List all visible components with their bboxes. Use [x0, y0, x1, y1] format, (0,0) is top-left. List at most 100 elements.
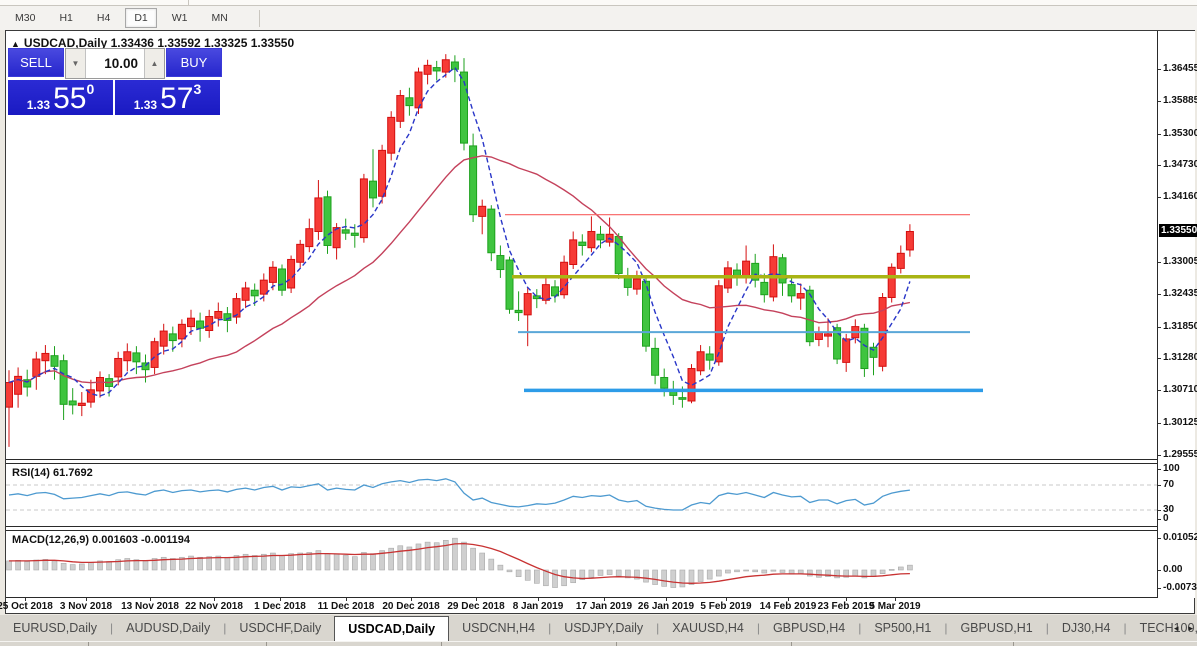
date-tick — [604, 598, 605, 601]
tab-usdjpy-daily[interactable]: USDJPY,Daily — [564, 621, 644, 635]
tab-tech100-h1[interactable]: TECH100,H1 — [1139, 621, 1197, 635]
macd-bar — [406, 546, 413, 571]
macd-bar — [433, 542, 440, 571]
macd-bar — [524, 569, 531, 581]
volume-decrease-icon[interactable]: ▼ — [66, 49, 86, 78]
rsi-label: RSI(14) 61.7692 — [12, 467, 93, 479]
macd-bar — [470, 547, 476, 571]
tab-sp500-h1[interactable]: SP500,H1 — [874, 621, 932, 635]
price-tick-label: 1.29555 — [1157, 449, 1197, 460]
volume-increase-icon[interactable]: ▲ — [144, 49, 164, 78]
tab-usdcad-daily[interactable]: USDCAD,Daily — [334, 616, 450, 641]
date-label: 20 Dec 2018 — [382, 601, 440, 612]
date-tick — [86, 598, 87, 601]
indicator-tick-label: -0.0073 — [1158, 582, 1197, 593]
current-price-tag: 1.33550 — [1159, 224, 1197, 238]
macd-bar — [151, 558, 158, 571]
tab-usdchf-daily[interactable]: USDCHF,Daily — [239, 621, 322, 635]
pane-border — [6, 597, 1194, 598]
symbol-ohlc-text: USDCAD,Daily 1.33436 1.33592 1.33325 1.3… — [23, 36, 295, 50]
macd-bar — [233, 555, 240, 571]
tab-separator: | — [756, 621, 760, 635]
macd-bar — [442, 540, 449, 571]
macd-bar — [515, 569, 522, 577]
price-tick-label: 1.36455 — [1157, 63, 1197, 74]
macd-bar — [615, 569, 622, 577]
macd-bar — [51, 560, 58, 571]
rsi-indicator-pane[interactable] — [6, 464, 1157, 526]
tab-audusd-daily[interactable]: AUDUSD,Daily — [126, 621, 211, 635]
tab-separator: | — [858, 621, 862, 635]
tabs-scroll-left-icon[interactable]: ◂ — [1173, 622, 1179, 633]
tab-xauusd-h4[interactable]: XAUUSD,H4 — [672, 621, 744, 635]
sell-button[interactable]: SELL — [8, 48, 64, 79]
tab-usdcnh-h4[interactable]: USDCNH,H4 — [462, 621, 536, 635]
sell-price-display[interactable]: 1.33 55 0 — [8, 80, 113, 115]
price-axis[interactable]: 1.36455 1.35885 1.35300 1.34730 1.34160 1.330… — [1157, 31, 1197, 598]
date-tick — [788, 598, 789, 601]
tabs-scroll-right-icon[interactable]: ▸ — [1188, 622, 1193, 633]
macd-bar — [333, 553, 340, 571]
timeframe-button-h1[interactable]: H1 — [59, 12, 73, 24]
macd-bar — [133, 559, 140, 571]
tab-separator: | — [1123, 621, 1127, 635]
timeframe-button-w1[interactable]: W1 — [171, 12, 188, 24]
macd-label: MACD(12,26,9) 0.001603 -0.001194 — [12, 534, 190, 546]
macd-bar — [907, 564, 913, 571]
macd-indicator-pane[interactable] — [6, 531, 1157, 597]
macd-bar — [160, 556, 167, 571]
date-tick — [411, 598, 412, 601]
macd-bar — [606, 569, 613, 575]
macd-bar — [752, 569, 759, 573]
macd-bar — [106, 561, 112, 571]
pane-separator[interactable] — [6, 526, 1194, 531]
macd-bar — [479, 552, 486, 571]
candlestick-chart[interactable] — [6, 31, 1157, 459]
tab-gbpusd-h4[interactable]: GBPUSD,H4 — [772, 621, 846, 635]
tab-dj30-h4[interactable]: DJ30,H4 — [1061, 621, 1111, 635]
macd-bar — [843, 569, 850, 578]
volume-input[interactable] — [86, 49, 144, 78]
tab-eurusd-daily[interactable]: EURUSD,Daily — [13, 621, 98, 635]
date-label: 11 Dec 2018 — [317, 601, 375, 612]
macd-bar — [242, 553, 249, 571]
bottom-strip — [0, 641, 1197, 646]
timeframe-button-d1[interactable]: D1 — [125, 8, 157, 28]
strip-tick — [791, 642, 792, 646]
macd-bar — [6, 560, 12, 571]
tab-separator: | — [656, 621, 660, 635]
date-label: 3 Nov 2018 — [59, 601, 113, 612]
time-axis[interactable]: 25 Oct 2018 3 Nov 2018 13 Nov 2018 22 Nov 2… — [0, 598, 1194, 613]
buy-button[interactable]: BUY — [166, 48, 222, 79]
macd-bar — [42, 559, 49, 571]
timeframe-button-h4[interactable]: H4 — [96, 12, 111, 24]
macd-bar — [424, 541, 431, 571]
macd-bar — [579, 569, 586, 580]
pane-separator[interactable] — [6, 459, 1194, 464]
macd-bar — [288, 553, 294, 571]
strip-tick — [88, 642, 89, 646]
tab-gbpusd-h1[interactable]: GBPUSD,H1 — [960, 621, 1033, 635]
buy-price-display[interactable]: 1.33 57 3 — [115, 80, 220, 115]
macd-bar — [661, 569, 668, 587]
timeframe-button-mn[interactable]: MN — [211, 12, 228, 24]
date-tick — [726, 598, 727, 601]
tab-separator: | — [223, 621, 227, 635]
date-label: 29 Dec 2018 — [447, 601, 505, 612]
macd-bar — [888, 569, 895, 571]
price-tick-label: 1.31280 — [1157, 352, 1197, 363]
macd-bar — [170, 558, 176, 571]
toolbar-divider — [188, 0, 189, 5]
timeframe-toolbar: M30 H1 H4 D1 W1 MN — [0, 6, 1197, 30]
macd-bar — [715, 569, 722, 577]
buy-price-handle: 1.33 — [133, 98, 158, 112]
macd-bar — [634, 569, 640, 580]
date-tick — [666, 598, 667, 601]
indicator-tick-label: 0.010525 — [1158, 532, 1197, 543]
macd-bar — [543, 569, 549, 587]
timeframe-button-m30[interactable]: M30 — [15, 12, 36, 24]
date-label: 23 Feb 2019 — [817, 601, 875, 612]
collapse-icon[interactable]: ▲ — [11, 39, 20, 49]
date-label: 17 Jan 2019 — [575, 601, 633, 612]
